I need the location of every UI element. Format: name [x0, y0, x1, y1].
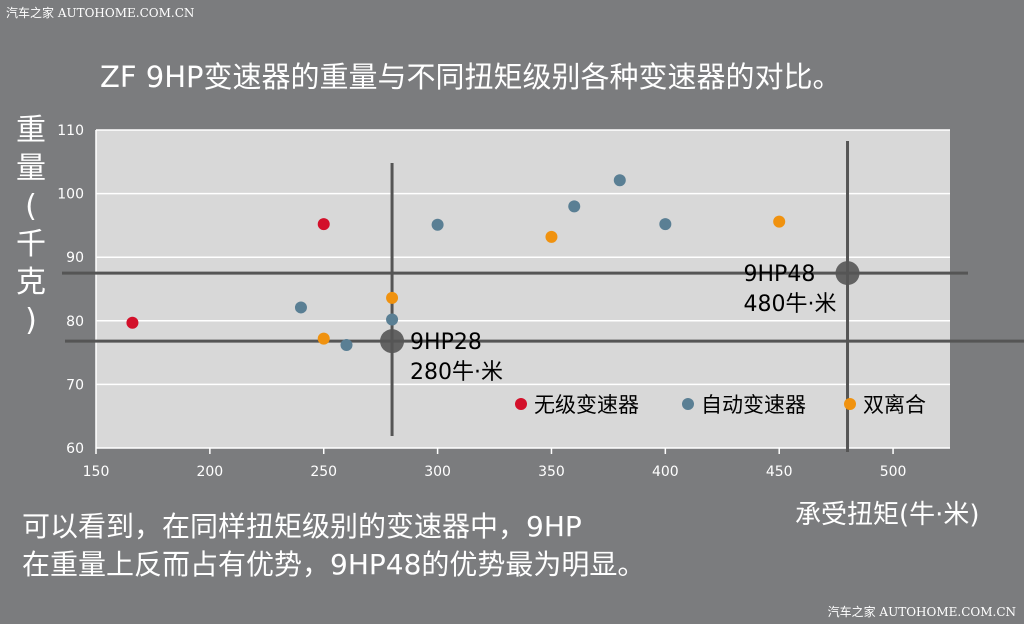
- annotation-label: 9HP28: [410, 330, 482, 355]
- caption-line: 在重量上反而占有优势，9HP48的优势最为明显。: [22, 548, 646, 581]
- x-tick-label: 200: [196, 464, 223, 480]
- highlight-point: [835, 261, 860, 286]
- y-axis-label-char: 克: [16, 265, 46, 300]
- legend-label: 自动变速器: [701, 393, 806, 417]
- x-tick-label: 150: [83, 464, 110, 480]
- legend-marker: [515, 398, 527, 410]
- data-point: [386, 291, 399, 304]
- x-tick-label: 250: [310, 464, 337, 480]
- legend-label: 无级变速器: [534, 393, 639, 417]
- y-tick-label: 90: [66, 250, 84, 266]
- y-axis-label-char: (: [25, 189, 37, 224]
- y-axis-label: 重 量 ( 千 克 ): [14, 112, 48, 340]
- caption-line: 可以看到，在同样扭矩级别的变速器中，9HP: [22, 510, 582, 543]
- x-tick-label: 300: [424, 464, 451, 480]
- watermark-bottom: 汽车之家 AUTOHOME.COM.CN: [827, 605, 1016, 619]
- data-point: [613, 174, 626, 187]
- data-point: [340, 338, 353, 351]
- y-axis-label-char: 重: [16, 113, 46, 148]
- y-tick-label: 100: [57, 187, 84, 203]
- annotation-label: 9HP48: [744, 262, 816, 287]
- x-tick-label: 400: [652, 464, 679, 480]
- y-tick-label: 70: [66, 377, 84, 393]
- x-tick-label: 450: [766, 464, 793, 480]
- data-point: [545, 230, 558, 243]
- annotation-label: 280牛·米: [410, 360, 503, 385]
- y-tick-label: 60: [66, 441, 84, 457]
- data-point: [294, 301, 307, 314]
- y-axis-label-char: ): [25, 303, 37, 338]
- data-point: [431, 218, 444, 231]
- x-axis-label: 承受扭矩(牛·米): [795, 500, 980, 530]
- plot-background: [96, 130, 950, 448]
- data-point: [773, 215, 786, 228]
- y-axis-label-char: 千: [16, 227, 46, 262]
- y-axis-label-char: 量: [16, 151, 46, 186]
- data-point: [659, 218, 672, 231]
- data-point: [568, 200, 581, 213]
- data-point: [317, 218, 330, 231]
- y-tick-label: 80: [66, 314, 84, 330]
- legend-marker: [682, 398, 694, 410]
- x-tick-label: 500: [880, 464, 907, 480]
- watermark-top: 汽车之家 AUTOHOME.COM.CN: [6, 6, 195, 20]
- legend-marker: [844, 398, 856, 410]
- caption-note: 可以看到，在同样扭矩级别的变速器中，9HP 在重量上反而占有优势，9HP48的优…: [22, 508, 645, 584]
- y-tick-label: 110: [57, 123, 84, 139]
- data-point: [386, 313, 399, 326]
- chart-title: ZF 9HP变速器的重量与不同扭矩级别各种变速器的对比。: [100, 60, 842, 94]
- annotation-label: 480牛·米: [744, 292, 837, 317]
- x-tick-label: 350: [538, 464, 565, 480]
- legend-label: 双离合: [863, 393, 926, 417]
- data-point: [126, 316, 139, 329]
- highlight-point: [380, 329, 405, 354]
- data-point: [317, 332, 330, 345]
